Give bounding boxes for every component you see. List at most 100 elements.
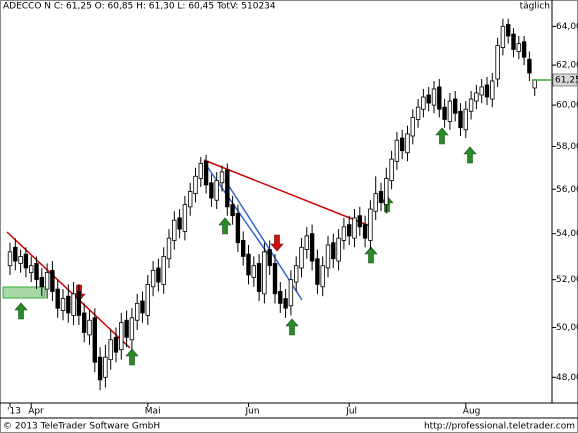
candle-body xyxy=(156,267,161,283)
candle-body xyxy=(166,237,172,260)
arrows xyxy=(14,127,477,366)
candle-body xyxy=(97,356,103,381)
y-tick-label: 58,00 xyxy=(556,142,578,152)
up-arrow xyxy=(435,127,449,145)
candle-body xyxy=(415,106,421,120)
candle-body xyxy=(203,160,209,186)
candle-body xyxy=(452,98,458,114)
candle-body xyxy=(341,226,347,241)
candle-body xyxy=(71,293,76,316)
candle-body xyxy=(521,41,527,58)
candle-body xyxy=(484,84,490,98)
candle-body xyxy=(113,336,119,353)
candle-body xyxy=(278,291,283,304)
x-tick-label: Apr xyxy=(28,407,44,417)
candle-body xyxy=(262,251,267,295)
candle-body xyxy=(378,191,384,203)
candle-body xyxy=(172,219,177,241)
y-tick-label: 52,00 xyxy=(556,275,578,285)
candle-body xyxy=(140,300,145,314)
chart-title: ADECCO N C: 61,25 O: 60,85 H: 61,30 L: 6… xyxy=(3,2,276,12)
up-arrow xyxy=(218,217,232,235)
candle-body xyxy=(283,298,288,309)
candle-body xyxy=(193,175,198,195)
candle-body xyxy=(447,100,453,122)
candle-body xyxy=(92,317,97,363)
footer-left: © 2013 TeleTrader Software GmbH xyxy=(3,422,160,432)
candle-body xyxy=(373,193,378,212)
candle-body xyxy=(87,319,92,336)
candle-body xyxy=(18,256,23,264)
candle-body xyxy=(134,302,140,321)
down-arrow xyxy=(270,234,284,252)
candle-body xyxy=(182,204,188,232)
x-tick-label: Jun xyxy=(245,407,260,417)
candle-body xyxy=(346,224,352,237)
last-price-label: 61,25 xyxy=(555,75,578,85)
candle-body xyxy=(177,217,182,230)
candle-body xyxy=(421,96,426,110)
candle-body xyxy=(527,58,532,74)
candle-body xyxy=(495,45,500,80)
candle-body xyxy=(55,288,60,309)
candle-body xyxy=(161,256,166,285)
candle-body xyxy=(272,262,278,295)
candle-body xyxy=(23,253,29,269)
candle-body xyxy=(13,246,18,262)
candle-body xyxy=(442,106,447,120)
candle-body xyxy=(66,295,71,314)
up-arrow xyxy=(364,246,378,264)
candle-body xyxy=(246,253,251,276)
x-tick-label: Jul xyxy=(345,407,357,417)
candle-body xyxy=(225,169,230,208)
candle-body xyxy=(474,92,479,102)
candle-body xyxy=(468,98,474,112)
candle-body xyxy=(405,133,410,154)
candle-body xyxy=(124,319,129,338)
subtitle: täglich xyxy=(520,2,550,12)
support-zone xyxy=(2,286,46,299)
candle-body xyxy=(288,279,294,307)
candle-body xyxy=(50,269,55,292)
candle-body xyxy=(389,158,394,181)
candle-body xyxy=(325,244,331,269)
candle-body xyxy=(108,339,113,361)
candle-body xyxy=(315,258,320,285)
candle-body xyxy=(145,283,150,316)
candle-body xyxy=(7,251,13,267)
candle-body xyxy=(256,262,262,292)
candle-body xyxy=(39,276,44,288)
candle-body xyxy=(129,317,135,341)
candle-body xyxy=(293,265,299,283)
candle-body xyxy=(368,208,373,241)
candle-body xyxy=(394,139,400,162)
candle-body xyxy=(251,265,256,278)
candle-body xyxy=(532,79,537,89)
candle-body xyxy=(384,178,389,206)
candle-body xyxy=(336,237,341,262)
candle-body xyxy=(209,182,214,199)
candle-body xyxy=(352,217,357,239)
candle-body xyxy=(511,33,516,50)
y-tick-label: 56,00 xyxy=(556,185,578,195)
candle-body xyxy=(362,224,368,239)
candle-body xyxy=(60,298,66,311)
candle-body xyxy=(76,291,82,316)
trend-line xyxy=(203,161,271,258)
candle-body xyxy=(198,163,203,179)
candle-body xyxy=(463,108,468,131)
candle-body xyxy=(82,312,87,333)
last-price-box xyxy=(552,73,578,87)
candle-body xyxy=(431,88,437,106)
candle-body xyxy=(299,246,304,269)
x-tick-label: Mai xyxy=(145,407,161,417)
candle-body xyxy=(219,171,225,184)
candle-body xyxy=(479,86,484,96)
candle-body xyxy=(44,272,50,290)
candle-body xyxy=(240,240,246,257)
candle-body xyxy=(309,233,315,262)
candle-body xyxy=(437,86,442,110)
candle-body xyxy=(490,80,495,100)
candle-body xyxy=(235,213,241,244)
